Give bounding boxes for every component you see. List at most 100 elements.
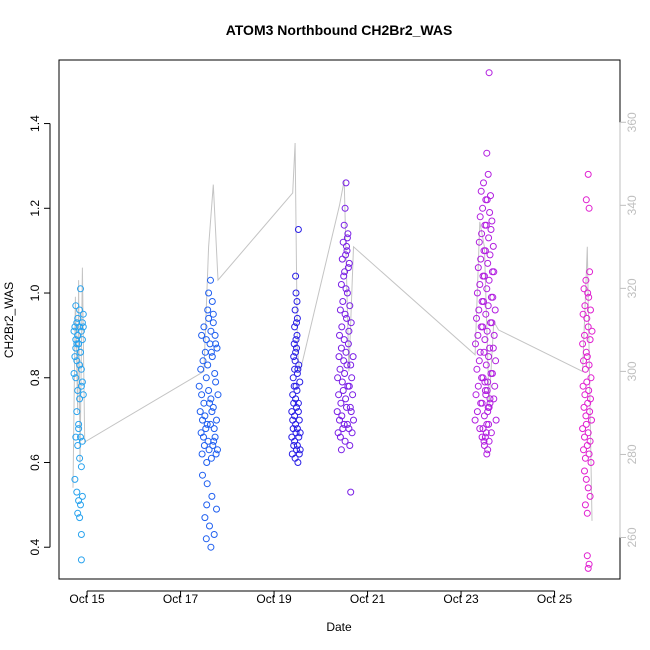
data-point bbox=[206, 399, 213, 407]
data-point bbox=[292, 348, 300, 356]
data-point bbox=[337, 446, 345, 454]
data-point bbox=[484, 259, 492, 267]
data-point bbox=[473, 365, 481, 373]
data-point bbox=[482, 196, 490, 204]
data-point bbox=[473, 314, 480, 322]
data-point bbox=[199, 471, 206, 479]
data-point bbox=[342, 348, 350, 356]
data-point bbox=[77, 327, 85, 335]
data-point bbox=[338, 255, 346, 263]
y-tick-label: 1.2 bbox=[28, 200, 42, 217]
data-point bbox=[206, 522, 213, 530]
data-point bbox=[339, 298, 347, 305]
data-point bbox=[584, 289, 592, 297]
data-point bbox=[335, 353, 343, 361]
y-tick-label: 1.0 bbox=[28, 284, 42, 301]
data-point bbox=[477, 323, 485, 331]
data-point bbox=[486, 395, 494, 403]
data-point bbox=[214, 391, 222, 399]
data-point bbox=[587, 306, 594, 314]
data-point bbox=[481, 378, 489, 386]
data-point bbox=[492, 416, 500, 424]
data-point bbox=[349, 353, 357, 361]
data-point bbox=[291, 323, 299, 331]
x-tick-label: Oct 17 bbox=[163, 592, 199, 606]
data-point bbox=[338, 412, 346, 420]
data-point bbox=[491, 306, 499, 314]
data-point bbox=[581, 331, 588, 339]
data-point bbox=[71, 475, 79, 483]
data-point bbox=[333, 408, 341, 416]
data-point bbox=[486, 209, 494, 216]
data-point bbox=[292, 336, 300, 344]
right-axis-tick-label: 320 bbox=[625, 278, 639, 298]
data-point bbox=[587, 374, 595, 382]
x-tick-label: Oct 23 bbox=[443, 592, 479, 606]
data-point bbox=[474, 382, 482, 390]
data-point bbox=[492, 357, 500, 365]
data-point bbox=[491, 382, 499, 390]
data-point bbox=[340, 336, 348, 344]
data-point bbox=[486, 251, 494, 259]
data-point bbox=[203, 420, 211, 428]
data-point bbox=[474, 331, 482, 339]
data-point bbox=[349, 391, 357, 399]
data-point bbox=[76, 306, 84, 314]
data-point bbox=[294, 408, 302, 416]
data-point bbox=[480, 442, 488, 449]
data-point bbox=[204, 361, 212, 369]
data-point bbox=[586, 492, 594, 500]
data-point bbox=[476, 281, 484, 288]
data-point bbox=[482, 429, 490, 437]
data-point bbox=[343, 403, 350, 411]
data-point bbox=[210, 531, 218, 538]
data-point bbox=[472, 340, 479, 348]
data-point bbox=[490, 395, 498, 403]
data-point bbox=[213, 344, 221, 352]
data-point bbox=[579, 310, 587, 318]
points-layer bbox=[70, 69, 596, 572]
data-point bbox=[213, 416, 220, 424]
data-point bbox=[340, 420, 348, 428]
data-point bbox=[585, 204, 593, 212]
data-point bbox=[345, 382, 353, 390]
right-axis-tick-label: 360 bbox=[625, 112, 639, 132]
data-point bbox=[478, 230, 486, 238]
data-point bbox=[478, 298, 486, 305]
data-point bbox=[343, 314, 350, 322]
data-point bbox=[584, 170, 592, 178]
data-point bbox=[582, 196, 590, 204]
data-point bbox=[74, 314, 82, 322]
data-point bbox=[207, 395, 215, 403]
y-tick-label: 0.6 bbox=[28, 454, 42, 471]
data-point bbox=[77, 433, 84, 441]
data-point bbox=[294, 365, 302, 373]
right-axis-tick-label: 340 bbox=[625, 195, 639, 215]
data-point bbox=[487, 293, 495, 301]
data-point bbox=[581, 365, 589, 373]
data-point bbox=[211, 370, 219, 377]
data-point bbox=[76, 395, 84, 403]
data-point bbox=[586, 268, 594, 276]
data-point bbox=[480, 179, 487, 187]
data-point bbox=[477, 255, 485, 263]
data-point bbox=[293, 314, 301, 322]
data-point bbox=[295, 361, 303, 369]
data-point bbox=[201, 514, 209, 522]
data-point bbox=[73, 488, 81, 496]
data-point bbox=[343, 420, 351, 428]
data-point bbox=[341, 310, 349, 318]
data-point bbox=[588, 327, 596, 335]
data-point bbox=[78, 492, 86, 500]
data-point bbox=[338, 323, 346, 331]
data-point bbox=[339, 425, 347, 433]
data-point bbox=[195, 382, 203, 390]
x-tick-label: Oct 15 bbox=[69, 592, 105, 606]
data-point bbox=[200, 442, 208, 449]
chart-title: ATOM3 Northbound CH2Br2_WAS bbox=[226, 22, 453, 38]
data-point bbox=[212, 378, 220, 386]
data-point bbox=[293, 387, 301, 394]
data-point bbox=[342, 251, 350, 259]
data-point bbox=[471, 416, 479, 424]
data-point bbox=[346, 302, 354, 310]
